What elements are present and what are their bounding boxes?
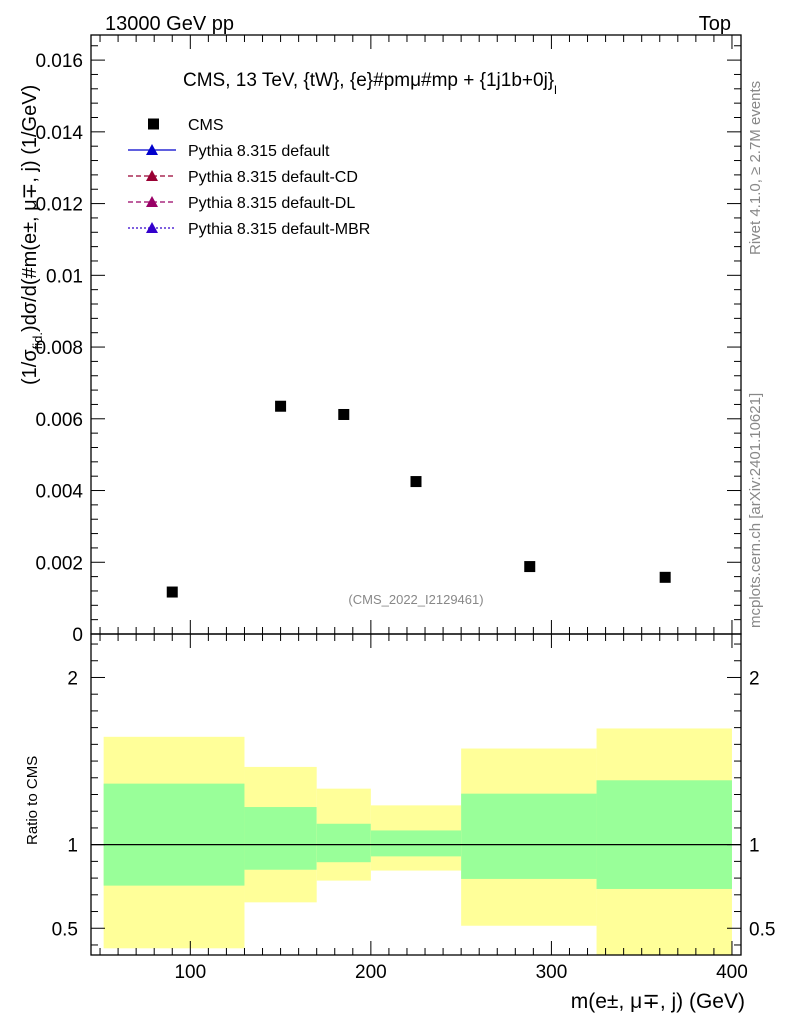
legend-marker-square bbox=[148, 118, 159, 130]
main-y-tick-label: 0.006 bbox=[35, 410, 83, 431]
ratio-y-axis: 0.5 0.5 1 1 2 2 bbox=[52, 643, 775, 946]
legend-entry: Pythia 8.315 default-CD bbox=[128, 169, 358, 186]
ylabel-sub: fid. bbox=[30, 332, 45, 349]
cms-data-point bbox=[524, 561, 536, 573]
main-y-tick-label: 0.014 bbox=[35, 123, 83, 144]
plot-title-text: CMS, 13 TeV, {tW}, {e}#pmμ#mp + {1j1b+0j… bbox=[183, 70, 554, 91]
ratio-y-tick-label-right: 0.5 bbox=[749, 919, 775, 940]
cms-data-point bbox=[275, 400, 287, 412]
x-tick-label: 400 bbox=[716, 962, 748, 983]
main-y-tick-label: 0.008 bbox=[35, 338, 83, 359]
plot-title-subscript: l bbox=[554, 83, 557, 97]
ratio-y-tick-label: 0.5 bbox=[52, 919, 78, 940]
rivet-version-label: Rivet 4.1.0, ≥ 2.7M events bbox=[747, 81, 764, 255]
main-y-tick-label: 0.002 bbox=[35, 553, 83, 574]
legend-label: Pythia 8.315 default-CD bbox=[188, 169, 358, 186]
stat-uncertainty-band-5 bbox=[596, 780, 732, 889]
ratio-bands bbox=[103, 728, 732, 955]
cms-data-point bbox=[166, 586, 178, 598]
plot-title: CMS, 13 TeV, {tW}, {e}#pmμ#mp + {1j1b+0j… bbox=[183, 70, 557, 97]
legend-entry: Pythia 8.315 default bbox=[128, 143, 330, 160]
cms-data-point bbox=[659, 571, 671, 583]
analysis-watermark: (CMS_2022_I2129461) bbox=[348, 592, 483, 607]
main-y-axis: 0 0.002 0.004 0.006 0.008 0.01 0.012 0.014 0.016 bbox=[35, 45, 741, 646]
header-right: Top bbox=[699, 13, 731, 35]
legend-entry: Pythia 8.315 default-DL bbox=[128, 195, 355, 212]
main-y-tick-label: 0.004 bbox=[35, 482, 83, 503]
legend-entry: CMS bbox=[148, 117, 224, 134]
main-y-axis-title: (1/σfid.)dσ/d(#m(e±, μ∓, j) (1/GeV) bbox=[19, 85, 45, 385]
x-axis: 100 200 300 400 bbox=[99, 35, 748, 983]
legend-label: Pythia 8.315 default-MBR bbox=[188, 221, 370, 238]
stat-uncertainty-band-1 bbox=[244, 807, 317, 870]
stat-uncertainty-band-4 bbox=[461, 793, 597, 879]
ylabel-prefix: (1/σ bbox=[19, 349, 41, 385]
ratio-y-tick-label-right: 1 bbox=[749, 836, 760, 857]
x-tick-label: 300 bbox=[536, 962, 568, 983]
legend-entry: Pythia 8.315 default-MBR bbox=[128, 221, 370, 238]
cms-data-point bbox=[338, 408, 350, 420]
x-tick-label: 200 bbox=[355, 962, 387, 983]
main-y-tick-label: 0.01 bbox=[46, 266, 83, 287]
legend-label: Pythia 8.315 default-DL bbox=[188, 195, 355, 212]
ratio-y-tick-label: 1 bbox=[67, 836, 78, 857]
stat-uncertainty-band-2 bbox=[316, 823, 371, 863]
legend: CMS Pythia 8.315 default Pythia 8.315 defa… bbox=[128, 117, 370, 238]
header-left: 13000 GeV pp bbox=[105, 13, 234, 35]
stat-uncertainty-band-3 bbox=[370, 830, 462, 857]
legend-marker-triangle bbox=[146, 196, 158, 207]
stat-uncertainty-band-0 bbox=[103, 783, 245, 886]
x-axis-title: m(e±, μ∓, j) (GeV) bbox=[571, 990, 745, 1013]
main-y-tick-label: 0.016 bbox=[35, 51, 83, 72]
data-series-cms bbox=[166, 400, 671, 598]
x-tick-label: 100 bbox=[174, 962, 206, 983]
legend-label: Pythia 8.315 default bbox=[188, 143, 330, 160]
ratio-y-tick-label: 2 bbox=[67, 668, 78, 689]
legend-marker-triangle bbox=[146, 170, 158, 181]
cms-data-point bbox=[410, 476, 422, 488]
ylabel-main: )dσ/d(#m(e±, μ∓, j) (1/GeV) bbox=[19, 85, 41, 332]
legend-label: CMS bbox=[188, 117, 224, 134]
ratio-y-tick-label-right: 2 bbox=[749, 668, 760, 689]
legend-marker-triangle bbox=[146, 222, 158, 233]
ratio-y-axis-title: Ratio to CMS bbox=[24, 756, 41, 845]
main-y-tick-label: 0 bbox=[72, 625, 83, 646]
mcplots-label: mcplots.cern.ch [arXiv:2401.10621] bbox=[747, 393, 764, 628]
main-y-tick-label: 0.012 bbox=[35, 195, 83, 216]
legend-marker-triangle bbox=[146, 144, 158, 155]
